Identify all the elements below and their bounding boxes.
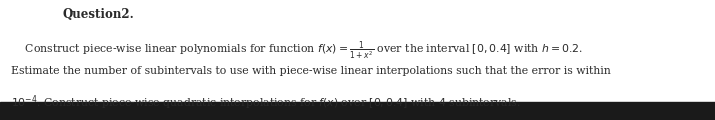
Text: Estimate the number of subintervals to use with piece-wise linear interpolations: Estimate the number of subintervals to u… (11, 66, 611, 76)
Text: $10^{-4}$. Construct piece-wise quadratic interpolations for $f(x)$ over $[0, 0.: $10^{-4}$. Construct piece-wise quadrati… (11, 94, 521, 112)
Text: Question2.: Question2. (63, 8, 134, 21)
Bar (0, 0, 715, 102)
Bar (0, 102, 715, 120)
Text: Construct piece-wise linear polynomials for function $f(x) = \frac{1}{1+x^2}$ ov: Construct piece-wise linear polynomials … (11, 40, 583, 62)
